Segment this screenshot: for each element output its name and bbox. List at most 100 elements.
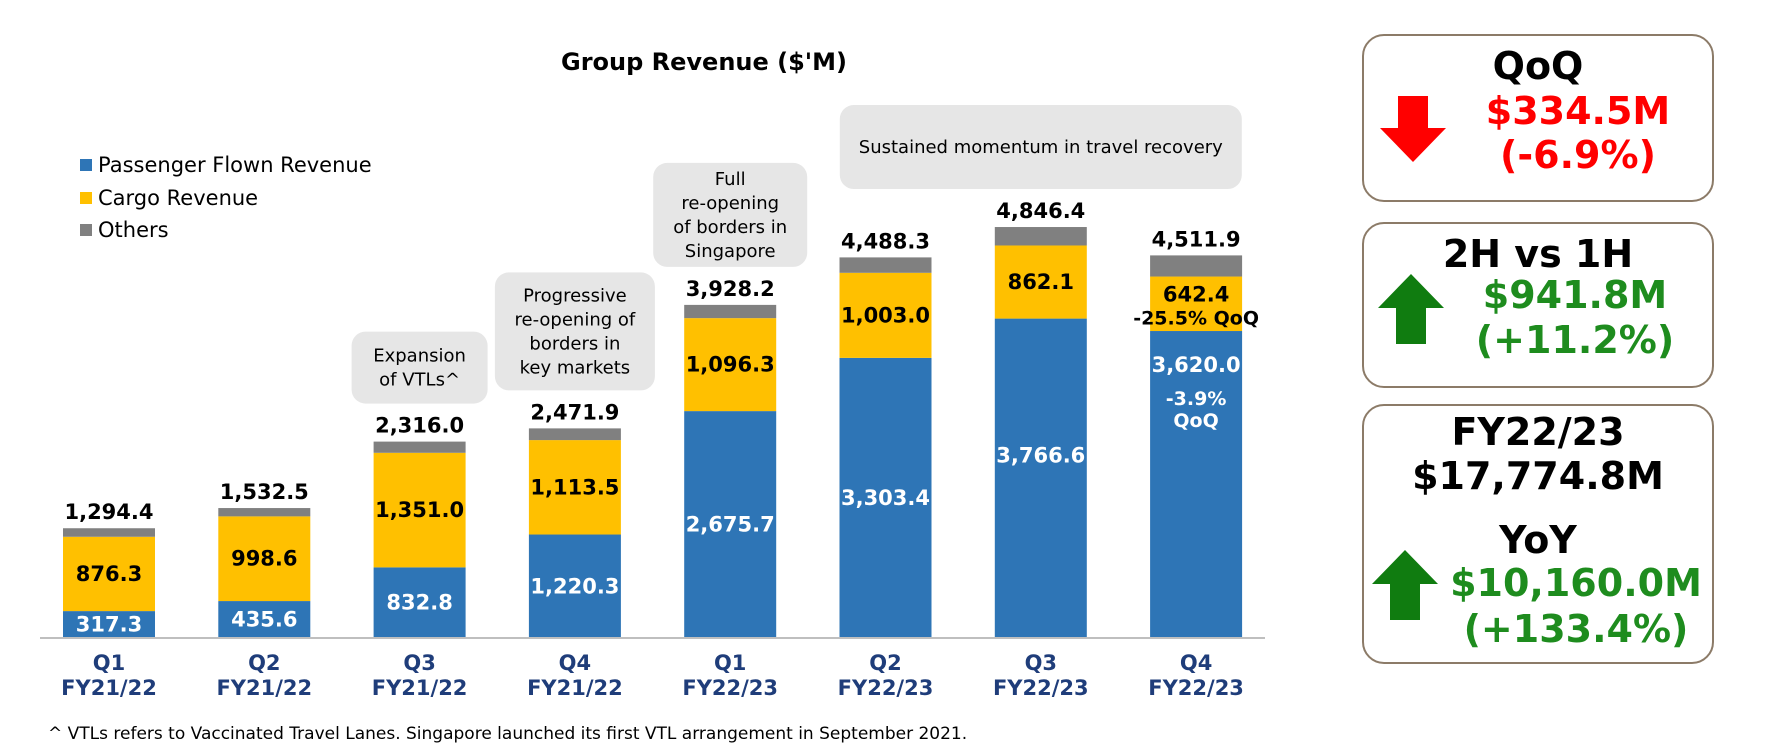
bar-label-passenger-flown-revenue-6: 3,303.4 xyxy=(841,486,930,510)
bar-total-label-5: 3,928.2 xyxy=(686,277,775,301)
x-tick-label-8-1: Q4 xyxy=(1180,651,1212,675)
legend: Passenger Flown Revenue Cargo Revenue Ot… xyxy=(80,153,372,242)
bar-total-label-4: 2,471.9 xyxy=(530,400,619,424)
kpi-box-qoq: QoQ $334.5M (-6.9%) xyxy=(1362,34,1714,202)
bar-others-6 xyxy=(839,257,932,273)
bar-others-1 xyxy=(63,528,155,537)
legend-swatch-cargo xyxy=(80,192,92,204)
bar-label-passenger-flown-revenue-8: 3,620.0 xyxy=(1152,353,1241,377)
bar-label-cargo-revenue-5: 1,096.3 xyxy=(686,353,775,377)
x-tick-label-7-2: FY22/23 xyxy=(993,676,1089,700)
x-tick-label-1-2: FY21/22 xyxy=(61,676,157,700)
footnote: ^ VTLs refers to Vaccinated Travel Lanes… xyxy=(48,724,967,744)
legend-label-cargo: Cargo Revenue xyxy=(98,186,258,210)
legend-swatch-others xyxy=(80,224,92,236)
bar-label-passenger-flown-revenue-2: 435.6 xyxy=(231,608,297,632)
bar-cargo-revenue-3 xyxy=(373,452,466,568)
x-tick-label-2-2: FY21/22 xyxy=(216,676,312,700)
annotation-text-3-1: Full xyxy=(715,169,746,190)
bar-cargo-revenue-7 xyxy=(994,245,1087,319)
x-tick-label-8-2: FY22/23 xyxy=(1148,676,1244,700)
chart-title: Group Revenue ($'M) xyxy=(561,48,847,76)
annotations: Expansion of VTLs^ Progressive re-opening o… xyxy=(351,105,1242,404)
bar-passenger-flown-revenue-4 xyxy=(528,534,621,638)
legend-label-others: Others xyxy=(98,218,169,242)
annotation-box-4 xyxy=(839,105,1242,190)
bars: 317.3 876.3 1,294.4 435.6 998.6 1,532.5 832.8 1… xyxy=(63,199,1259,638)
bar-passenger-flown-revenue-6 xyxy=(839,357,932,638)
kpi-2h1h-value: $941.8M xyxy=(1482,273,1668,317)
arrow-down-icon xyxy=(1380,96,1446,162)
bar-others-5 xyxy=(684,304,777,319)
annotation-text-2-4: key markets xyxy=(520,357,631,378)
bar-total-label-8: 4,511.9 xyxy=(1152,227,1241,251)
x-tick-label-3-2: FY21/22 xyxy=(372,676,468,700)
bar-cargo-revenue-2 xyxy=(218,516,311,602)
x-tick-label-4-2: FY21/22 xyxy=(527,676,623,700)
kpi-yoy-value: $10,160.0M xyxy=(1450,561,1702,605)
bar-cargo-revenue-5 xyxy=(684,318,777,412)
x-tick-label-5-1: Q1 xyxy=(714,651,746,675)
bar-others-3 xyxy=(373,441,466,453)
kpi-yoy-title: YoY xyxy=(1499,518,1577,562)
bar-extra-label-1: -25.5% QoQ xyxy=(1133,308,1259,330)
kpi-2h1h-pct: (+11.2%) xyxy=(1475,318,1675,362)
bar-others-4 xyxy=(528,428,621,441)
bar-label-cargo-revenue-2: 998.6 xyxy=(231,547,297,571)
x-tick-label-2-1: Q2 xyxy=(248,651,280,675)
bar-label-cargo-revenue-7: 862.1 xyxy=(1008,270,1074,294)
bar-passenger-flown-revenue-1 xyxy=(63,611,155,638)
bar-cargo-revenue-6 xyxy=(839,272,932,358)
bar-total-label-3: 2,316.0 xyxy=(375,414,464,438)
bar-passenger-flown-revenue-3 xyxy=(373,567,466,638)
annotation-text-4-1: Sustained momentum in travel recovery xyxy=(859,137,1223,158)
x-tick-label-3-1: Q3 xyxy=(403,651,435,675)
annotation-text-3-3: of borders in xyxy=(673,217,787,238)
bar-label-cargo-revenue-4: 1,113.5 xyxy=(530,475,619,499)
annotation-text-3-2: re-opening xyxy=(681,193,779,214)
annotation-text-2-3: borders in xyxy=(529,333,620,354)
annotation-box-2 xyxy=(494,272,655,391)
bar-label-passenger-flown-revenue-4: 1,220.3 xyxy=(530,574,619,598)
bar-total-label-7: 4,846.4 xyxy=(996,199,1085,223)
kpi-qoq-title: QoQ xyxy=(1492,44,1584,88)
bar-total-label-1: 1,294.4 xyxy=(64,500,153,524)
bar-label-passenger-flown-revenue-3: 832.8 xyxy=(386,591,452,615)
bar-extra-label-2: -3.9% xyxy=(1166,388,1227,410)
bar-cargo-revenue-4 xyxy=(528,440,621,535)
kpi-fy-title: FY22/23 xyxy=(1451,410,1625,454)
x-tick-label-6-1: Q2 xyxy=(869,651,901,675)
legend-swatch-passenger xyxy=(80,159,92,171)
x-tick-label-1-1: Q1 xyxy=(93,651,125,675)
x-axis-labels: Q1FY21/22Q2FY21/22Q3FY21/22Q4FY21/22Q1FY… xyxy=(61,651,1244,700)
annotation-text-2-1: Progressive xyxy=(523,285,627,306)
x-tick-label-7-1: Q3 xyxy=(1025,651,1057,675)
annotation-box-1 xyxy=(351,331,488,404)
annotation-box-3 xyxy=(653,162,808,267)
kpi-yoy-pct: (+133.4%) xyxy=(1463,607,1689,651)
x-tick-label-4-1: Q4 xyxy=(559,651,591,675)
bar-others-7 xyxy=(994,227,1087,246)
arrow-up-icon xyxy=(1372,550,1438,620)
bar-passenger-flown-revenue-5 xyxy=(684,411,777,638)
bar-total-label-2: 1,532.5 xyxy=(220,480,309,504)
bar-label-passenger-flown-revenue-7: 3,766.6 xyxy=(996,444,1085,468)
arrow-up-icon xyxy=(1378,274,1444,344)
bar-others-8 xyxy=(1150,255,1243,277)
bar-others-2 xyxy=(218,508,311,517)
x-tick-label-6-2: FY22/23 xyxy=(838,676,934,700)
legend-label-passenger: Passenger Flown Revenue xyxy=(98,153,372,177)
annotation-text-2-2: re-opening of xyxy=(515,309,636,330)
kpi-box-2h-vs-1h: 2H vs 1H $941.8M (+11.2%) xyxy=(1362,222,1714,388)
kpi-fy-total: $17,774.8M xyxy=(1412,454,1664,498)
bar-label-cargo-revenue-1: 876.3 xyxy=(76,562,142,586)
bar-passenger-flown-revenue-8 xyxy=(1150,331,1243,638)
bar-passenger-flown-revenue-7 xyxy=(994,318,1087,638)
bar-label-cargo-revenue-6: 1,003.0 xyxy=(841,303,930,327)
bar-label-passenger-flown-revenue-5: 2,675.7 xyxy=(686,513,775,537)
bar-passenger-flown-revenue-2 xyxy=(218,601,311,638)
kpi-2h1h-title: 2H vs 1H xyxy=(1442,232,1634,276)
bar-cargo-revenue-1 xyxy=(63,536,155,612)
kpi-box-fy22-23: FY22/23 $17,774.8M YoY $10,160.0M (+133.… xyxy=(1362,404,1714,664)
